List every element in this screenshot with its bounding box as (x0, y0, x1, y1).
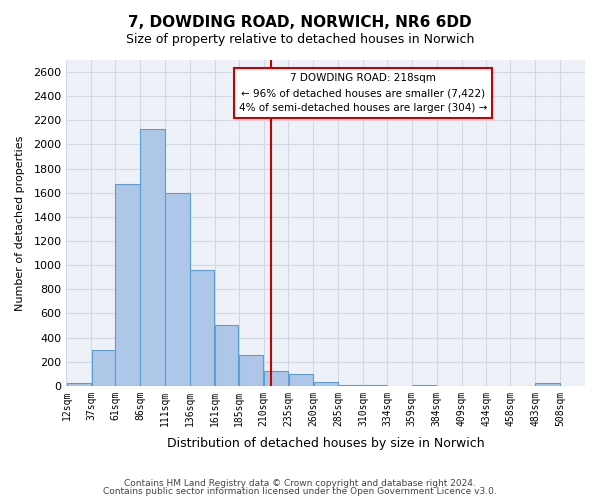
Bar (535, 384, 560, 386)
Text: Contains public sector information licensed under the Open Government Licence v3: Contains public sector information licen… (103, 488, 497, 496)
Text: Size of property relative to detached houses in Norwich: Size of property relative to detached ho… (126, 32, 474, 46)
X-axis label: Distribution of detached houses by size in Norwich: Distribution of detached houses by size … (167, 437, 485, 450)
Y-axis label: Number of detached properties: Number of detached properties (15, 135, 25, 310)
Bar (289, 374, 313, 386)
Text: Contains HM Land Registry data © Crown copyright and database right 2024.: Contains HM Land Registry data © Crown c… (124, 478, 476, 488)
Bar (190, 270, 214, 386)
Bar (165, 192, 190, 386)
Bar (215, 325, 238, 386)
Bar (67, 384, 91, 386)
Text: 7, DOWDING ROAD, NORWICH, NR6 6DD: 7, DOWDING ROAD, NORWICH, NR6 6DD (128, 15, 472, 30)
Bar (115, 184, 140, 386)
Bar (264, 370, 288, 386)
Bar (239, 355, 263, 386)
Bar (314, 382, 338, 386)
Bar (412, 385, 436, 386)
Text: 7 DOWDING ROAD: 218sqm
← 96% of detached houses are smaller (7,422)
4% of semi-d: 7 DOWDING ROAD: 218sqm ← 96% of detached… (239, 74, 487, 113)
Bar (363, 385, 386, 386)
Bar (140, 129, 165, 386)
Bar (92, 350, 115, 386)
Bar (338, 384, 363, 386)
